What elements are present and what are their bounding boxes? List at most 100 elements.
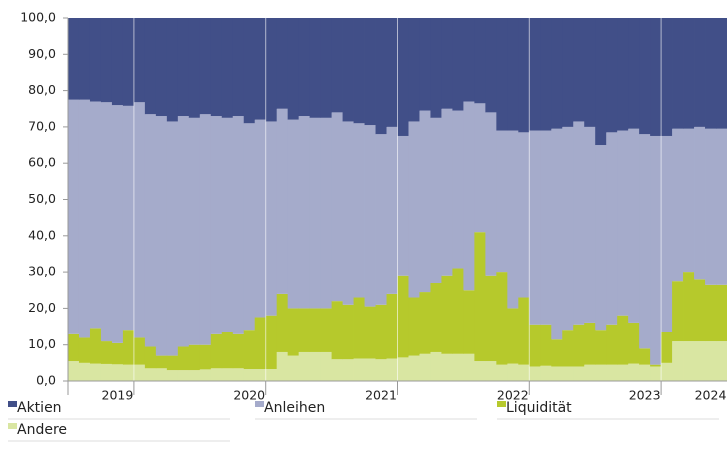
bar-segment (584, 364, 596, 381)
bar-segment (672, 281, 684, 342)
bar-segment (375, 304, 387, 360)
x-tick-label: 2020 (233, 388, 265, 403)
bar-segment (331, 359, 343, 381)
bar-segment (386, 293, 398, 359)
bar-segment (78, 18, 91, 100)
bar-segment (628, 322, 640, 364)
legend-text: Andere (17, 422, 67, 438)
bar-segment (694, 341, 706, 381)
bar-segment (430, 351, 442, 381)
bar-segment (540, 18, 552, 131)
bar-segment (265, 121, 278, 316)
bar-segment (133, 18, 146, 103)
bar-segment (111, 105, 124, 343)
legend-swatch (8, 423, 17, 429)
bar-segment (364, 306, 376, 359)
bar-segment (485, 361, 497, 381)
bar-segment (122, 364, 135, 381)
bar-segment (276, 108, 289, 294)
bar-segment (551, 366, 563, 381)
legend-text: Anleihen (264, 400, 325, 416)
bar-segment (364, 358, 376, 381)
bar-segment (452, 353, 464, 381)
bar-segment (144, 18, 157, 115)
bar-segment (68, 99, 80, 334)
bar-segment (540, 324, 552, 366)
bar-segment (309, 351, 322, 381)
bar-segment (100, 363, 113, 381)
bar-segment (166, 121, 179, 356)
bar-segment (683, 18, 695, 129)
bar-segment (177, 18, 190, 117)
bar-segment (584, 18, 596, 127)
bar-segment (661, 135, 673, 332)
bar-segment (518, 18, 530, 133)
bar-segment (694, 279, 706, 342)
bar-segment (199, 114, 212, 345)
bar-segment (210, 333, 223, 369)
bar-segment (221, 331, 234, 369)
bar-segment (452, 18, 464, 111)
bar-segment (562, 366, 574, 381)
bar-segment (177, 346, 190, 371)
bar-segment (518, 132, 530, 298)
bar-segment (507, 363, 519, 381)
bar-segment (562, 18, 574, 127)
bar-segment (551, 18, 563, 129)
bar-segment (573, 18, 585, 122)
bar-segment (309, 18, 322, 118)
y-tick-label: 100,0 (20, 10, 56, 25)
bar-segment (463, 353, 475, 381)
bar-segment (232, 116, 245, 334)
bar-segment (89, 363, 102, 381)
bar-segment (485, 275, 497, 362)
bar-segment (320, 18, 332, 118)
bar-segment (397, 135, 409, 276)
bar-segment (353, 18, 365, 124)
bar-segment (650, 135, 662, 365)
bar-segment (199, 369, 212, 381)
y-tick-label: 70,0 (28, 118, 56, 133)
bar-segment (529, 130, 541, 325)
bar-segment (694, 18, 706, 127)
bar-segment (518, 364, 530, 381)
bar-segment (716, 18, 727, 129)
bar-segment (276, 293, 289, 352)
bar-segment (199, 18, 212, 115)
bar-segment (595, 330, 607, 365)
bar-segment (331, 18, 343, 113)
bar-segment (298, 18, 311, 117)
bar-segment (353, 358, 365, 381)
bar-segment (276, 351, 289, 381)
bar-segment (452, 110, 464, 269)
bar-segment (155, 355, 168, 369)
bar-segment (78, 337, 91, 363)
bar-segment (254, 369, 267, 381)
bar-segment (529, 18, 541, 131)
y-tick-label: 50,0 (28, 191, 56, 206)
bar-segment (529, 366, 541, 381)
bar-segment (122, 330, 135, 365)
legend-text: Liquidität (506, 400, 572, 416)
bar-segment (232, 368, 245, 381)
bar-segment (496, 130, 508, 273)
bar-segment (386, 18, 398, 127)
bar-segment (375, 18, 387, 135)
bar-segment (166, 355, 179, 371)
bar-segment (496, 272, 508, 365)
bar-segment (254, 317, 267, 370)
bar-segment (342, 121, 354, 305)
bar-segment (276, 18, 289, 109)
bar-segment (661, 362, 673, 381)
bar-segment (342, 304, 354, 360)
bar-segment (606, 364, 618, 381)
bar-segment (650, 364, 662, 367)
bar-segment (628, 128, 640, 323)
bar-segment (617, 130, 629, 316)
bar-segment (254, 119, 267, 318)
bar-segment (243, 123, 256, 331)
bar-segment (419, 292, 431, 354)
bar-segment (507, 308, 519, 364)
bar-segment (705, 128, 717, 285)
